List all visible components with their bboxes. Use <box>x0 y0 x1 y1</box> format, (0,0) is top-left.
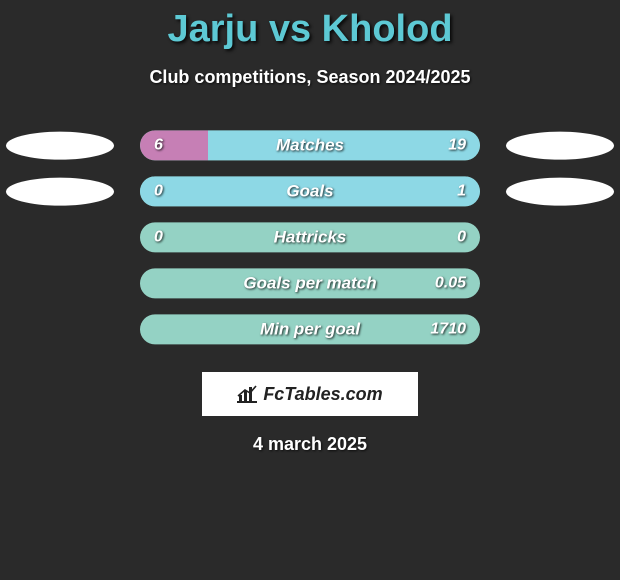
stat-left-value: 6 <box>154 136 163 154</box>
right-team-logo <box>506 178 614 206</box>
right-team-logo <box>506 132 614 160</box>
page-title: Jarju vs Kholod <box>0 0 620 51</box>
stat-label: Min per goal <box>260 319 360 339</box>
left-team-logo <box>6 178 114 206</box>
branding-text: FcTables.com <box>263 384 382 405</box>
stat-left-value: 0 <box>154 228 163 246</box>
stat-bar: 6 19 Matches <box>140 130 480 160</box>
stat-row: 0 0 Hattricks <box>0 218 620 264</box>
stat-bar: 0.05 Goals per match <box>140 268 480 298</box>
stat-right-value: 1 <box>457 182 466 200</box>
stat-right-value: 1710 <box>430 320 466 338</box>
stat-label: Goals <box>286 181 333 201</box>
stat-bar: 0 1 Goals <box>140 176 480 206</box>
stat-row: 1710 Min per goal <box>0 310 620 356</box>
stat-row: 6 19 Matches <box>0 126 620 172</box>
subtitle: Club competitions, Season 2024/2025 <box>0 67 620 88</box>
bar-fill-left <box>140 130 208 160</box>
date-label: 4 march 2025 <box>0 434 620 455</box>
stat-row: 0 1 Goals <box>0 172 620 218</box>
left-team-logo <box>6 132 114 160</box>
stat-right-value: 0 <box>457 228 466 246</box>
stat-row: 0.05 Goals per match <box>0 264 620 310</box>
stat-bar: 0 0 Hattricks <box>140 222 480 252</box>
stat-label: Goals per match <box>243 273 376 293</box>
chart-icon <box>237 385 257 403</box>
stat-left-value: 0 <box>154 182 163 200</box>
stat-label: Hattricks <box>274 227 347 247</box>
stat-label: Matches <box>276 135 344 155</box>
infographic-container: Jarju vs Kholod Club competitions, Seaso… <box>0 0 620 580</box>
stat-right-value: 19 <box>448 136 466 154</box>
stat-bar: 1710 Min per goal <box>140 314 480 344</box>
stat-right-value: 0.05 <box>435 274 466 292</box>
stats-rows: 6 19 Matches 0 1 Goals 0 0 Hattricks 0.05 Goals pe… <box>0 126 620 356</box>
branding-badge: FcTables.com <box>202 372 418 416</box>
